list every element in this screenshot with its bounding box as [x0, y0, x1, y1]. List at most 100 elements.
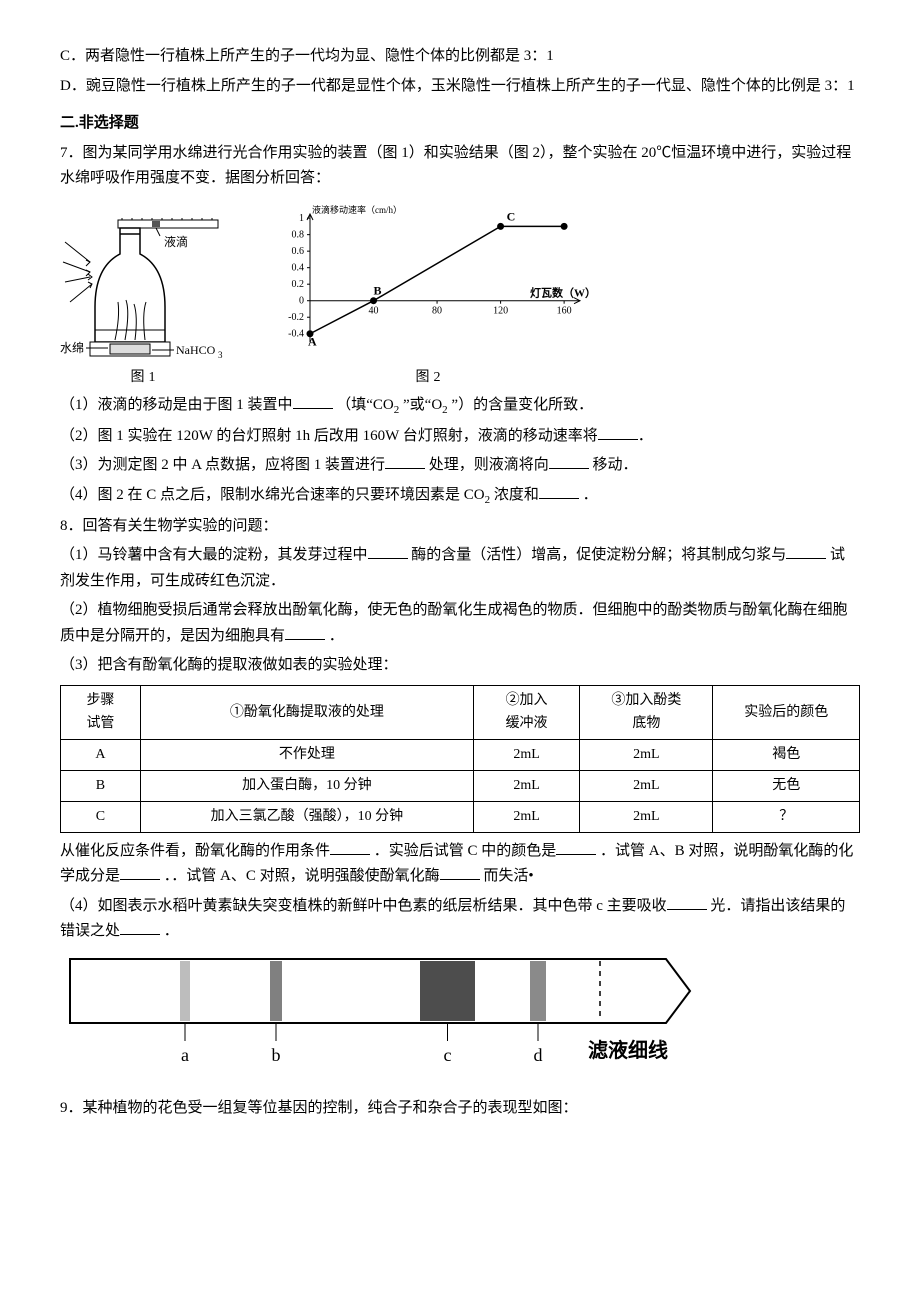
svg-text:A: A [308, 334, 317, 348]
table-cell: 2mL [580, 740, 713, 771]
blank[interactable] [368, 543, 408, 559]
table-header: ②加入缓冲液 [473, 685, 580, 740]
table-cell: 加入三氯乙酸（强酸），10 分钟 [140, 801, 473, 832]
text: 处理，则液滴将向 [429, 457, 549, 473]
table-header: ①酚氧化酶提取液的处理 [140, 685, 473, 740]
blank[interactable] [556, 839, 596, 855]
text: （2）植物细胞受损后通常会释放出酚氧化酶，使无色的酚氧化生成褐色的物质．但细胞中… [60, 602, 848, 644]
svg-text:1: 1 [299, 213, 304, 224]
blank[interactable] [285, 624, 325, 640]
svg-text:c: c [444, 1045, 452, 1065]
blank[interactable] [667, 894, 707, 910]
svg-text:灯瓦数（W）: 灯瓦数（W） [530, 285, 590, 299]
table-cell: 2mL [580, 801, 713, 832]
blank[interactable] [120, 919, 160, 935]
sub: 2 [442, 404, 448, 416]
section-2-heading: 二.非选择题 [60, 111, 860, 137]
q7-figures: 液滴 水绵 NaHCO 3 图1 [60, 202, 860, 390]
svg-text:滤液细线: 滤液细线 [588, 1038, 668, 1062]
text: 移动． [593, 457, 638, 473]
q8-p3: （3）把含有酚氧化酶的提取液做如表的实验处理： [60, 653, 860, 679]
text: ． [164, 923, 179, 939]
table-cell: A [61, 740, 141, 771]
text: （1）马铃薯中含有大最的淀粉，其发芽过程中 [60, 547, 368, 563]
q8-chromatography: a b c d 滤液细线 [60, 953, 860, 1093]
svg-text:0.8: 0.8 [292, 229, 305, 240]
table-row: B加入蛋白酶，10 分钟2mL2mL无色 [61, 771, 860, 802]
table-cell: 褐色 [713, 740, 860, 771]
q7-stem: 7．图为某同学用水绵进行光合作用实验的装置（图 1）和实验结果（图 2），整个实… [60, 141, 860, 192]
blank[interactable] [120, 864, 160, 880]
table-cell: 2mL [473, 771, 580, 802]
table-cell: 2mL [473, 801, 580, 832]
q7-fig1-svg: 液滴 水绵 NaHCO 3 [60, 212, 230, 362]
q7-p3: （3）为测定图 2 中 A 点数据，应将图 1 装置进行 处理，则液滴将向 移动… [60, 453, 860, 479]
q7-p1: （1）液滴的移动是由于图 1 装置中 （填“CO2 ”或“O2 ”）的含量变化所… [60, 393, 860, 420]
text: ． [583, 487, 598, 503]
blank[interactable] [598, 424, 638, 440]
svg-text:80: 80 [432, 305, 442, 316]
svg-text:0.6: 0.6 [292, 246, 305, 257]
text: ”或“O [403, 397, 442, 413]
svg-text:液滴移动速率（cm/h）: 液滴移动速率（cm/h） [312, 204, 402, 215]
text: （4）图 2 在 C 点之后，限制水绵光合速率的只要环境因素是 CO [60, 487, 485, 503]
table-cell: C [61, 801, 141, 832]
fig1-drop-label: 液滴 [164, 234, 188, 249]
q7-fig2-caption: 图2 [416, 366, 445, 390]
svg-text:a: a [181, 1045, 189, 1065]
table-cell: 加入蛋白酶，10 分钟 [140, 771, 473, 802]
q6-option-c: C．两者隐性一行植株上所产生的子一代均为显、隐性个体的比例都是 3：1 [60, 44, 860, 70]
q7-fig1: 液滴 水绵 NaHCO 3 图1 [60, 212, 230, 390]
table-row: C加入三氯乙酸（强酸），10 分钟2mL2mL？ [61, 801, 860, 832]
text: 从催化反应条件看，酚氧化酶的作用条件 [60, 843, 330, 859]
blank[interactable] [440, 864, 480, 880]
q7-fig2: -0.4-0.200.20.40.60.814080120160液滴移动速率（c… [270, 202, 590, 390]
svg-text:B: B [374, 283, 382, 297]
fig1-nahco3-label: NaHCO 3 [176, 343, 223, 360]
text: ．实验后试管 C 中的颜色是 [374, 843, 557, 859]
svg-text:120: 120 [493, 305, 508, 316]
svg-text:0.2: 0.2 [292, 279, 305, 290]
q8-table: 步骤试管①酚氧化酶提取液的处理②加入缓冲液③加入酚类底物实验后的颜色A不作处理2… [60, 685, 860, 833]
text: ．．试管 A、C 对照，说明强酸使酚氧化酶 [164, 868, 440, 884]
table-cell: 不作处理 [140, 740, 473, 771]
q9-stem: 9．某种植物的花色受一组复等位基因的控制，纯合子和杂合子的表现型如图： [60, 1096, 860, 1122]
svg-text:-0.2: -0.2 [288, 312, 304, 323]
light-rays-icon [63, 242, 92, 302]
blank[interactable] [549, 453, 589, 469]
q7-fig1-caption: 图1 [131, 366, 160, 390]
svg-text:d: d [534, 1045, 543, 1065]
table-header: 实验后的颜色 [713, 685, 860, 740]
text: （2）图 1 实验在 120W 的台灯照射 1h 后改用 160W 台灯照射，液… [60, 428, 598, 444]
table-cell: 无色 [713, 771, 860, 802]
svg-text:b: b [272, 1045, 281, 1065]
table-cell: B [61, 771, 141, 802]
text: （填“CO [336, 397, 394, 413]
blank[interactable] [330, 839, 370, 855]
svg-text:-0.4: -0.4 [288, 328, 304, 339]
text: （4）如图表示水稻叶黄素缺失突变植株的新鲜叶中色素的纸层析结果．其中色带 c 主… [60, 898, 667, 914]
sub: 2 [485, 494, 491, 506]
q8-p2: （2）植物细胞受损后通常会释放出酚氧化酶，使无色的酚氧化生成褐色的物质．但细胞中… [60, 598, 860, 649]
capillary-icon [118, 218, 218, 228]
q7-p2: （2）图 1 实验在 120W 的台灯照射 1h 后改用 160W 台灯照射，液… [60, 424, 860, 450]
text: 浓度和 [494, 487, 539, 503]
table-header: 步骤试管 [61, 685, 141, 740]
q6-option-d: D．豌豆隐性一行植株上所产生的子一代都是显性个体，玉米隐性一行植株上所产生的子一… [60, 74, 860, 100]
table-cell: 2mL [473, 740, 580, 771]
svg-text:C: C [507, 209, 516, 223]
blank[interactable] [385, 453, 425, 469]
text: （3）为测定图 2 中 A 点数据，应将图 1 装置进行 [60, 457, 385, 473]
svg-text:NaHCO: NaHCO [176, 343, 216, 357]
q8-p5: （4）如图表示水稻叶黄素缺失突变植株的新鲜叶中色素的纸层析结果．其中色带 c 主… [60, 894, 860, 945]
table-row: A不作处理2mL2mL褐色 [61, 740, 860, 771]
svg-text:0: 0 [299, 295, 304, 306]
text: 酶的含量（活性）增高，促使淀粉分解；将其制成匀浆与 [411, 547, 786, 563]
table-cell: ？ [713, 801, 860, 832]
text: ”）的含量变化所致． [451, 397, 593, 413]
blank[interactable] [539, 483, 579, 499]
blank[interactable] [293, 393, 333, 409]
svg-text:0.4: 0.4 [292, 262, 305, 273]
q8-p1: （1）马铃薯中含有大最的淀粉，其发芽过程中 酶的含量（活性）增高，促使淀粉分解；… [60, 543, 860, 594]
blank[interactable] [786, 543, 826, 559]
